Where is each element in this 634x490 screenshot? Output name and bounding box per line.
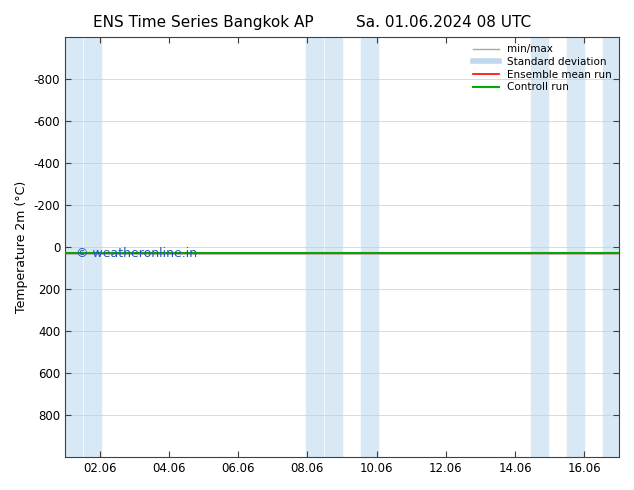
Bar bbox=[567, 37, 585, 457]
Y-axis label: Temperature 2m (°C): Temperature 2m (°C) bbox=[15, 181, 28, 313]
Bar bbox=[531, 37, 548, 457]
Text: Sa. 01.06.2024 08 UTC: Sa. 01.06.2024 08 UTC bbox=[356, 15, 531, 30]
Bar bbox=[84, 37, 101, 457]
Bar bbox=[325, 37, 342, 457]
Bar bbox=[306, 37, 323, 457]
Bar bbox=[361, 37, 378, 457]
Legend: min/max, Standard deviation, Ensemble mean run, Controll run: min/max, Standard deviation, Ensemble me… bbox=[469, 40, 616, 97]
Text: ENS Time Series Bangkok AP: ENS Time Series Bangkok AP bbox=[93, 15, 313, 30]
Text: © weatheronline.in: © weatheronline.in bbox=[76, 247, 197, 260]
Bar bbox=[65, 37, 82, 457]
Bar bbox=[604, 37, 619, 457]
